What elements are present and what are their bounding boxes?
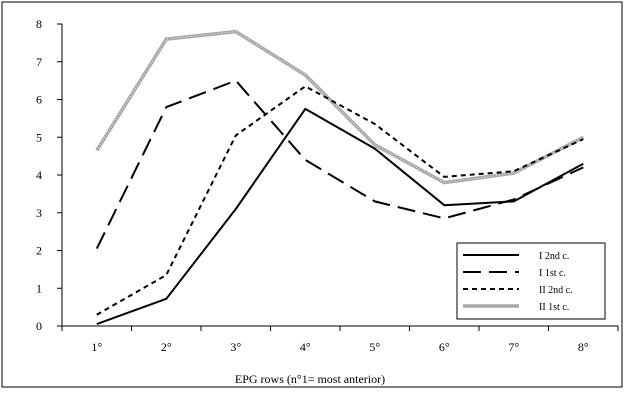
x-tick-label: 7° xyxy=(508,340,519,354)
x-tick-label: 4° xyxy=(300,340,311,354)
axes: 0 1 2 3 4 5 6 7 8 1° 2° 3° 4° 5° 6° 7° 8° xyxy=(36,17,619,354)
legend-label: II 2nd c. xyxy=(539,285,573,296)
x-tick-label: 2° xyxy=(161,340,172,354)
y-tick-label: 8 xyxy=(36,17,42,31)
x-tick-label: 5° xyxy=(369,340,380,354)
legend-label: I 2nd c. xyxy=(539,251,569,262)
series-layer xyxy=(95,29,585,326)
x-tick-label: 8° xyxy=(578,340,589,354)
x-tick-label: 1° xyxy=(91,340,102,354)
x-tick-label: 6° xyxy=(439,340,450,354)
legend-label: I 1st c. xyxy=(539,268,566,279)
legend-label: II 1st c. xyxy=(539,302,569,313)
y-tick-label: 6 xyxy=(36,93,42,107)
y-tick-label: 2 xyxy=(36,244,42,258)
y-tick-label: 7 xyxy=(36,55,42,69)
y-tick-label: 1 xyxy=(36,281,42,295)
y-tick-label: 4 xyxy=(36,168,42,182)
series-line-solid xyxy=(96,107,584,326)
x-axis-title: EPG rows (n°1= most anterior) xyxy=(235,372,385,386)
legend: I 2nd c. I 1st c. II 2nd c. II 1st c. xyxy=(456,242,606,320)
x-tick-label: 3° xyxy=(230,340,241,354)
series-line-short-dash xyxy=(96,85,584,316)
y-tick-label: 5 xyxy=(36,130,42,144)
y-tick-label: 3 xyxy=(36,206,42,220)
y-tick-label: 0 xyxy=(36,319,42,333)
series-line-texture xyxy=(96,31,584,184)
chart-border xyxy=(1,1,623,388)
